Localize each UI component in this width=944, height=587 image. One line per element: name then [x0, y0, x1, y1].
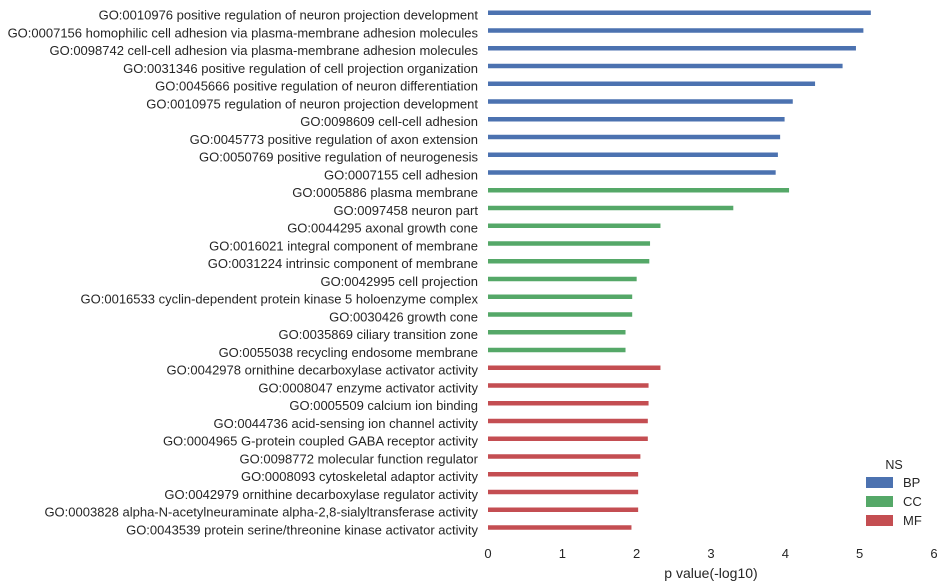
- bar: [488, 46, 856, 51]
- legend-swatch: [866, 477, 893, 488]
- category-label: GO:0043539 protein serine/threonine kina…: [126, 522, 478, 537]
- legend-label: BP: [903, 475, 920, 490]
- category-label: GO:0045666 positive regulation of neuron…: [155, 79, 478, 94]
- bar: [488, 418, 648, 424]
- bar: [488, 223, 661, 228]
- category-label: GO:0035869 ciliary transition zone: [279, 327, 478, 342]
- category-label: GO:0098609 cell-cell adhesion: [300, 114, 478, 129]
- bar: [488, 10, 871, 15]
- bar: [488, 525, 632, 530]
- bar: [488, 152, 778, 157]
- bar: [488, 188, 790, 193]
- category-label: GO:0050769 positive regulation of neurog…: [199, 150, 478, 165]
- x-tick-label: 5: [856, 546, 863, 561]
- category-label: GO:0042979 ornithine decarboxylase regul…: [164, 487, 478, 502]
- category-label: GO:0007156 homophilic cell adhesion via …: [8, 25, 479, 40]
- legend-label: MF: [903, 513, 922, 528]
- legend-title: NS: [885, 458, 902, 472]
- bar: [488, 241, 651, 246]
- bar: [488, 365, 661, 370]
- category-label: GO:0044736 acid-sensing ion channel acti…: [214, 416, 479, 431]
- category-label: GO:0055038 recycling endosome membrane: [219, 345, 478, 360]
- bar: [488, 28, 864, 33]
- category-label: GO:0005886 plasma membrane: [292, 185, 478, 200]
- category-label: GO:0008093 cytoskeletal adaptor activity: [241, 469, 479, 484]
- bar: [488, 347, 626, 353]
- category-label: GO:0008047 enzyme activator activity: [258, 380, 478, 395]
- bar: [488, 117, 785, 122]
- bar: [488, 99, 793, 104]
- bar: [488, 81, 816, 86]
- bar: [488, 436, 648, 441]
- x-tick-label: 4: [782, 546, 789, 561]
- bar: [488, 330, 626, 335]
- bar: [488, 63, 843, 69]
- bars-group: [488, 10, 871, 530]
- category-label: GO:0044295 axonal growth cone: [287, 221, 478, 236]
- x-axis-ticks: 0 1 2 3 4 5 6: [484, 546, 937, 561]
- x-tick-label: 0: [484, 546, 491, 561]
- bar: [488, 259, 650, 264]
- bar: [488, 312, 633, 317]
- bar: [488, 276, 637, 282]
- bar: [488, 134, 781, 140]
- bar: [488, 507, 639, 512]
- bar: [488, 489, 639, 495]
- category-labels: GO:0010976 positive regulation of neuron…: [8, 8, 479, 538]
- legend-swatch: [866, 515, 893, 526]
- category-label: GO:0003828 alpha-N-acetylneuraminate alp…: [44, 505, 478, 520]
- category-label: GO:0042978 ornithine decarboxylase activ…: [167, 363, 479, 378]
- bar: [488, 294, 633, 299]
- category-label: GO:0016021 integral component of membran…: [209, 238, 478, 253]
- x-tick-label: 1: [559, 546, 566, 561]
- legend-label: CC: [903, 494, 922, 509]
- category-label: GO:0010975 regulation of neuron projecti…: [146, 96, 478, 111]
- category-label: GO:0005509 calcium ion binding: [289, 398, 478, 413]
- legend-swatch: [866, 496, 893, 507]
- category-label: GO:0045773 positive regulation of axon e…: [190, 132, 478, 147]
- bar: [488, 383, 649, 388]
- category-label: GO:0030426 growth cone: [329, 309, 478, 324]
- legend: NS BP CC MF: [866, 458, 922, 528]
- bar: [488, 205, 734, 211]
- bar: [488, 401, 649, 406]
- category-label: GO:0042995 cell projection: [320, 274, 478, 289]
- category-label: GO:0097458 neuron part: [333, 203, 478, 218]
- category-label: GO:0007155 cell adhesion: [324, 167, 478, 182]
- x-tick-label: 6: [930, 546, 937, 561]
- category-label: GO:0016533 cyclin-dependent protein kina…: [81, 292, 479, 307]
- x-tick-label: 2: [633, 546, 640, 561]
- category-label: GO:0098772 molecular function regulator: [240, 451, 479, 466]
- bar: [488, 472, 639, 477]
- x-axis-label: p value(-log10): [664, 565, 757, 581]
- x-tick-label: 3: [707, 546, 714, 561]
- category-label: GO:0098742 cell-cell adhesion via plasma…: [49, 43, 478, 58]
- category-label: GO:0031224 intrinsic component of membra…: [208, 256, 478, 271]
- category-label: GO:0010976 positive regulation of neuron…: [99, 8, 479, 23]
- bar: [488, 170, 776, 175]
- category-label: GO:0031346 positive regulation of cell p…: [123, 61, 478, 76]
- bar: [488, 454, 641, 459]
- category-label: GO:0004965 G-protein coupled GABA recept…: [163, 434, 479, 449]
